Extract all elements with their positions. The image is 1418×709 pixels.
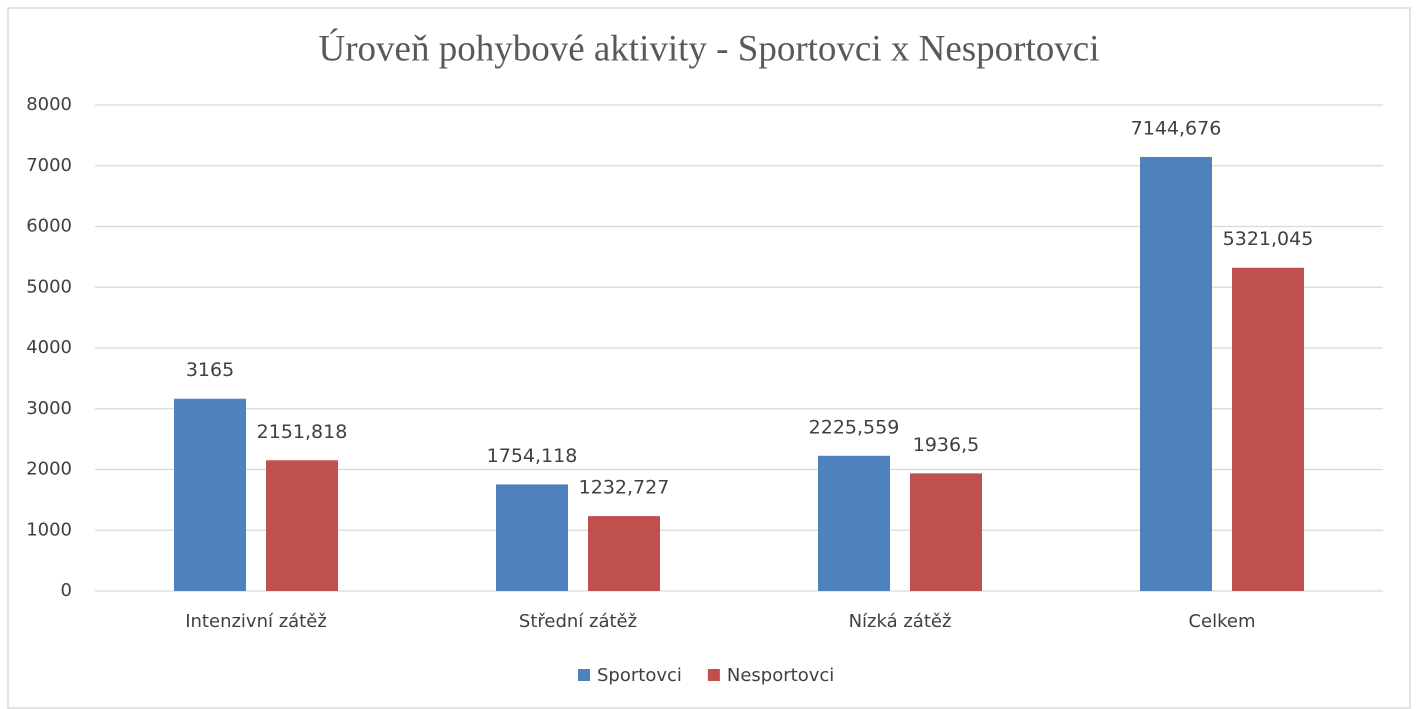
value-label: 2151,818 <box>257 421 348 443</box>
legend-label: Nesportovci <box>727 665 834 686</box>
x-tick-label: Celkem <box>1188 611 1255 632</box>
bar <box>588 516 660 591</box>
y-tick-label: 1000 <box>26 519 72 540</box>
value-label: 1232,727 <box>579 477 670 499</box>
bar <box>1140 156 1212 591</box>
legend-label: Sportovci <box>597 665 682 686</box>
legend-swatch <box>707 669 720 681</box>
y-tick-label: 0 <box>61 580 72 601</box>
y-tick-label: 8000 <box>26 94 72 115</box>
bar <box>910 473 982 591</box>
value-label: 3165 <box>186 359 234 381</box>
y-tick-label: 2000 <box>26 459 72 480</box>
y-tick-label: 3000 <box>26 398 72 419</box>
bar <box>818 455 890 591</box>
value-label: 2225,559 <box>809 416 900 438</box>
bar <box>496 484 568 591</box>
y-tick-label: 7000 <box>26 155 72 176</box>
y-tick-label: 4000 <box>26 337 72 358</box>
legend-swatch <box>578 669 590 681</box>
value-label: 1936,5 <box>913 434 979 456</box>
value-label: 1754,118 <box>487 445 578 467</box>
value-label: 7144,676 <box>1131 117 1222 139</box>
x-tick-label: Střední zátěž <box>519 611 637 632</box>
bar <box>1232 267 1304 591</box>
bar <box>174 398 246 591</box>
bar <box>266 460 338 591</box>
y-tick-label: 5000 <box>26 276 72 297</box>
x-tick-label: Intenzivní zátěž <box>185 611 327 632</box>
x-tick-label: Nízká zátěž <box>849 611 952 632</box>
value-label: 5321,045 <box>1223 228 1314 250</box>
chart-title: Úroveň pohybové aktivity - Sportovci x N… <box>319 27 1100 69</box>
y-tick-label: 6000 <box>26 216 72 237</box>
